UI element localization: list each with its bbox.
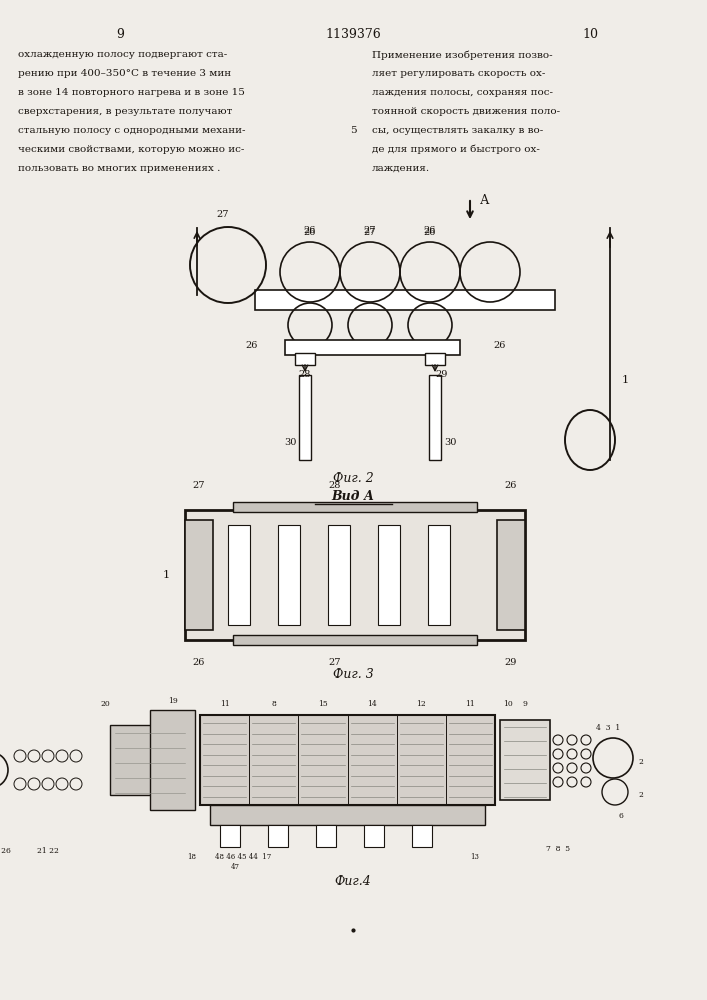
Bar bbox=[185, 520, 213, 630]
Text: 30: 30 bbox=[284, 438, 296, 447]
Text: 11: 11 bbox=[465, 700, 475, 708]
Text: 13: 13 bbox=[471, 853, 479, 861]
Bar bbox=[185, 510, 525, 640]
Text: 1: 1 bbox=[163, 570, 170, 580]
Text: 29: 29 bbox=[435, 370, 448, 379]
Bar bbox=[285, 340, 460, 355]
Bar bbox=[429, 375, 441, 460]
Bar bbox=[228, 525, 250, 625]
Bar bbox=[500, 720, 550, 800]
Bar bbox=[233, 502, 477, 512]
Bar bbox=[295, 353, 315, 365]
Text: в зоне 14 повторного нагрева и в зоне 15: в зоне 14 повторного нагрева и в зоне 15 bbox=[18, 88, 245, 97]
Bar bbox=[412, 825, 432, 847]
Text: 26: 26 bbox=[505, 481, 518, 490]
Text: 27: 27 bbox=[363, 228, 376, 237]
Bar bbox=[299, 375, 311, 460]
Text: 12: 12 bbox=[416, 700, 426, 708]
Text: Вид А: Вид А bbox=[332, 490, 375, 503]
Text: 26: 26 bbox=[246, 340, 258, 350]
Text: 27: 27 bbox=[363, 226, 376, 235]
Text: 26: 26 bbox=[304, 226, 316, 235]
Bar bbox=[278, 525, 300, 625]
Bar bbox=[425, 353, 445, 365]
Text: 9: 9 bbox=[522, 700, 527, 708]
Text: тоянной скорость движения поло-: тоянной скорость движения поло- bbox=[372, 107, 560, 116]
Text: 4  3  1: 4 3 1 bbox=[596, 724, 620, 732]
Bar bbox=[255, 290, 555, 310]
Text: 8: 8 bbox=[271, 700, 276, 708]
Text: 10: 10 bbox=[503, 700, 513, 708]
Text: 19: 19 bbox=[168, 697, 178, 705]
Text: ляет регулировать скорость ох-: ляет регулировать скорость ох- bbox=[372, 69, 545, 78]
Text: пользовать во многих применениях .: пользовать во многих применениях . bbox=[18, 164, 221, 173]
Text: ческими свойствами, которую можно ис-: ческими свойствами, которую можно ис- bbox=[18, 145, 245, 154]
Bar bbox=[220, 825, 240, 847]
Text: Применение изобретения позво-: Применение изобретения позво- bbox=[372, 50, 553, 60]
Text: Фиг.4: Фиг.4 bbox=[334, 875, 371, 888]
Text: рению при 400–350°С в течение 3 мин: рению при 400–350°С в течение 3 мин bbox=[18, 69, 231, 78]
Text: 25 26: 25 26 bbox=[0, 847, 11, 855]
Text: лаждения полосы, сохраняя пос-: лаждения полосы, сохраняя пос- bbox=[372, 88, 553, 97]
Bar bbox=[364, 825, 384, 847]
Text: сы, осуществлять закалку в во-: сы, осуществлять закалку в во- bbox=[372, 126, 543, 135]
Text: 26: 26 bbox=[423, 228, 436, 237]
Bar bbox=[268, 825, 288, 847]
Text: 2: 2 bbox=[638, 791, 643, 799]
Bar bbox=[210, 805, 485, 825]
Text: 28: 28 bbox=[329, 481, 341, 490]
Text: 11: 11 bbox=[220, 700, 230, 708]
Text: 20: 20 bbox=[100, 700, 110, 708]
Text: стальную полосу с однородными механи-: стальную полосу с однородными механи- bbox=[18, 126, 245, 135]
Bar bbox=[200, 715, 495, 805]
Text: 1: 1 bbox=[622, 375, 629, 385]
Text: сверхстарения, в результате получают: сверхстарения, в результате получают bbox=[18, 107, 233, 116]
Text: 18: 18 bbox=[187, 853, 197, 861]
Text: 21 22: 21 22 bbox=[37, 847, 59, 855]
Bar bbox=[233, 635, 477, 645]
Text: 9: 9 bbox=[116, 28, 124, 41]
Text: де для прямого и быстрого ох-: де для прямого и быстрого ох- bbox=[372, 145, 540, 154]
Text: Фиг. 2: Фиг. 2 bbox=[332, 472, 373, 485]
Bar bbox=[497, 520, 525, 630]
Bar bbox=[110, 725, 190, 795]
Text: 1139376: 1139376 bbox=[325, 28, 381, 41]
Bar bbox=[150, 710, 195, 810]
Bar bbox=[328, 525, 350, 625]
Text: 26: 26 bbox=[423, 226, 436, 235]
Text: 47: 47 bbox=[230, 863, 240, 871]
Text: охлажденную полосу подвергают ста-: охлажденную полосу подвергают ста- bbox=[18, 50, 227, 59]
Text: 26: 26 bbox=[493, 340, 506, 350]
Text: лаждения.: лаждения. bbox=[372, 164, 430, 173]
Text: 26: 26 bbox=[304, 228, 316, 237]
Text: 27: 27 bbox=[193, 481, 205, 490]
Text: 10: 10 bbox=[582, 28, 598, 41]
Text: 29: 29 bbox=[505, 658, 518, 667]
Text: Фиг. 3: Фиг. 3 bbox=[332, 668, 373, 681]
Text: 48 46 45 44  17: 48 46 45 44 17 bbox=[215, 853, 271, 861]
Text: 6: 6 bbox=[619, 812, 624, 820]
Text: 5: 5 bbox=[350, 126, 356, 135]
Text: 26: 26 bbox=[193, 658, 205, 667]
Text: 2: 2 bbox=[638, 758, 643, 766]
Text: 7  8  5: 7 8 5 bbox=[546, 845, 570, 853]
Text: 28: 28 bbox=[299, 370, 311, 379]
Text: 27: 27 bbox=[329, 658, 341, 667]
Bar bbox=[316, 825, 336, 847]
Text: А: А bbox=[480, 194, 489, 207]
Bar bbox=[378, 525, 400, 625]
Text: 15: 15 bbox=[318, 700, 328, 708]
Bar bbox=[428, 525, 450, 625]
Text: 14: 14 bbox=[367, 700, 377, 708]
Text: 30: 30 bbox=[444, 438, 456, 447]
Text: 27: 27 bbox=[217, 210, 229, 219]
